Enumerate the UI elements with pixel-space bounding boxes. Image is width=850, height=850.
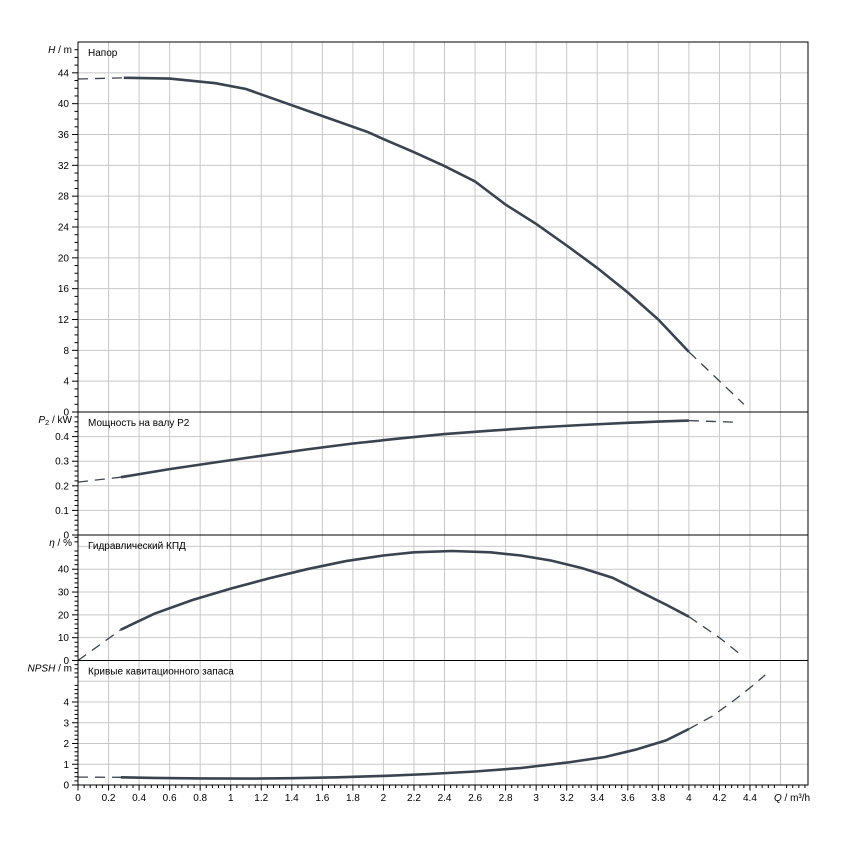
x-tick-label: 2.6 xyxy=(468,793,482,804)
x-tick-label: 2.4 xyxy=(438,793,452,804)
x-tick-label: 3.6 xyxy=(621,793,635,804)
curve-efficiency-dashed-left xyxy=(77,629,122,662)
x-tick-label: 2.2 xyxy=(407,793,421,804)
y-tick-label: 12 xyxy=(58,315,70,326)
y-tick-label: 0 xyxy=(63,408,69,419)
x-tick-label: 4.2 xyxy=(712,793,726,804)
y-tick-label: 4 xyxy=(63,698,69,709)
x-tick-label: 1.8 xyxy=(346,793,360,804)
panel-title-efficiency: Гидравлический КПД xyxy=(88,541,186,552)
x-tick-label: 1.2 xyxy=(254,793,268,804)
y-tick-label: 28 xyxy=(58,192,70,203)
y-tick-label: 10 xyxy=(58,633,70,644)
y-tick-label: 40 xyxy=(58,565,70,576)
y-tick-label: 1 xyxy=(63,760,69,771)
curves xyxy=(77,76,766,780)
y-tick-label: 0.1 xyxy=(55,506,69,517)
x-tick-label: 4.4 xyxy=(743,793,757,804)
y-tick-label: 8 xyxy=(63,346,69,357)
gridlines xyxy=(78,42,808,785)
x-tick-label: 0.2 xyxy=(102,793,116,804)
y-tick-label: 20 xyxy=(58,610,70,621)
y-tick-label: 16 xyxy=(58,284,70,295)
x-tick-label: 1 xyxy=(228,793,234,804)
x-tick-label: 3.8 xyxy=(651,793,665,804)
y-axis-caption-efficiency: η / % xyxy=(49,538,72,549)
x-axis-caption: Q / m³/h xyxy=(774,793,810,804)
x-tick-label: 0 xyxy=(75,793,81,804)
x-tick-label: 3 xyxy=(533,793,539,804)
curve-power-solid xyxy=(120,419,689,479)
y-tick-label: 0.4 xyxy=(55,432,69,443)
curve-power-dashed-right xyxy=(688,419,738,423)
y-tick-label: 44 xyxy=(58,68,70,79)
curve-head-dashed-left xyxy=(77,77,124,80)
panel-title-head: Напор xyxy=(88,48,118,59)
curve-power-dashed-left xyxy=(77,476,121,483)
x-tick-label: 2.8 xyxy=(499,793,513,804)
x-tick-label: 1.4 xyxy=(285,793,299,804)
y-tick-label: 2 xyxy=(63,739,69,750)
y-axis-caption-power: P2 / kW xyxy=(38,415,72,427)
x-tick-label: 0.4 xyxy=(132,793,146,804)
axis-ticks xyxy=(72,49,806,791)
x-tick-label: 3.4 xyxy=(590,793,604,804)
x-tick-label: 4 xyxy=(686,793,692,804)
curve-head-dashed-right xyxy=(688,351,745,405)
x-tick-label: 0.8 xyxy=(193,793,207,804)
y-tick-label: 0.2 xyxy=(55,481,69,492)
x-tick-label: 0.6 xyxy=(163,793,177,804)
curve-head-solid xyxy=(123,76,690,353)
curve-npsh-dashed-right xyxy=(688,674,766,730)
panel-title-npsh: Кривые кавитационного запаса xyxy=(88,667,234,678)
y-tick-label: 30 xyxy=(58,588,70,599)
y-tick-label: 24 xyxy=(58,223,70,234)
x-tick-label: 1.6 xyxy=(315,793,329,804)
y-axis-caption-head: H / m xyxy=(48,45,72,56)
panel-title-power: Мощность на валу P2 xyxy=(88,418,190,429)
curve-efficiency-solid xyxy=(120,549,690,631)
x-tick-label: 3.2 xyxy=(560,793,574,804)
y-tick-label: 0 xyxy=(63,531,69,542)
y-tick-label: 3 xyxy=(63,718,69,729)
y-axis-caption-npsh: NPSH / m xyxy=(28,664,72,675)
x-tick-label: 2 xyxy=(381,793,387,804)
curve-efficiency-dashed-right xyxy=(688,616,743,657)
y-tick-label: 32 xyxy=(58,161,70,172)
y-tick-label: 36 xyxy=(58,130,70,141)
y-tick-label: 0 xyxy=(63,781,69,792)
y-tick-label: 40 xyxy=(58,99,70,110)
y-tick-label: 0.3 xyxy=(55,457,69,468)
curve-npsh-solid xyxy=(120,727,690,780)
y-tick-label: 20 xyxy=(58,253,70,264)
y-tick-label: 0 xyxy=(63,656,69,667)
y-tick-label: 4 xyxy=(63,377,69,388)
